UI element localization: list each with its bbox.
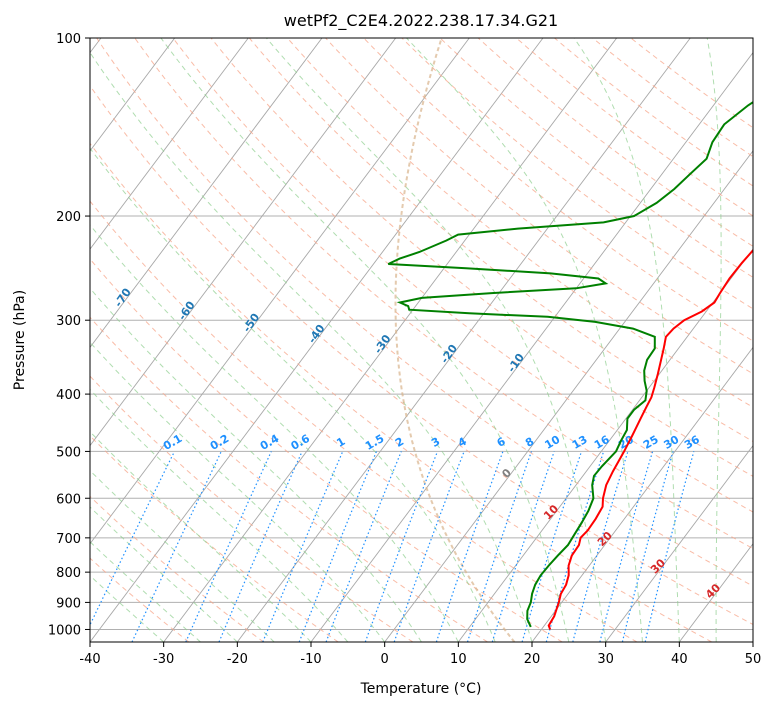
moist-adiabat-line <box>90 431 312 642</box>
moist-adiabat-line <box>266 38 607 642</box>
mixing-ratio-line <box>621 451 674 642</box>
dry-adiabat-line <box>325 38 753 375</box>
mixing-ratio-line <box>491 451 555 642</box>
mixing-ratio-line <box>435 451 504 642</box>
mixing-ratio-line <box>572 451 629 642</box>
dry-adiabat-line <box>210 38 753 477</box>
y-axis-label: Pressure (hPa) <box>12 290 28 390</box>
moist-adiabat-line <box>90 224 459 642</box>
isotherm-line <box>90 38 544 642</box>
mixing-ratio-line <box>262 451 344 642</box>
isotherm-line <box>90 38 470 545</box>
moist-adiabat-line <box>90 147 496 642</box>
dry-adiabat-line <box>90 142 712 642</box>
x-tick-label: -40 <box>79 652 100 667</box>
plot-frame <box>89 37 754 643</box>
mixing-ratio-line <box>393 451 465 642</box>
moist-adiabat-line <box>406 38 643 642</box>
y-tick-label: 900 <box>56 596 81 611</box>
dry-adiabat-line <box>96 38 753 587</box>
isotherm-line <box>384 150 753 642</box>
mixing-ratio-line <box>521 451 583 642</box>
dry-adiabat-line <box>554 38 753 187</box>
chart-title: wetPf2_C2E4.2022.238.17.34.G21 <box>284 11 558 31</box>
moist-adiabat-line <box>90 541 201 642</box>
y-tick-label: 1000 <box>48 623 81 638</box>
isotherm-line <box>90 38 323 349</box>
moist-adiabat-line <box>90 388 349 642</box>
x-tick-label: -20 <box>227 652 248 667</box>
dry-adiabat-line <box>134 38 753 550</box>
y-tick-label: 800 <box>56 566 81 581</box>
moist-adiabat-line <box>573 38 680 642</box>
mixing-ratio-line <box>599 451 654 642</box>
dry-adiabat-line <box>248 38 753 443</box>
dry-adiabat-line <box>172 38 753 513</box>
isotherm-line <box>457 248 753 642</box>
dewpoint-profile-line <box>387 101 753 628</box>
y-tick-label: 500 <box>56 445 81 460</box>
isotherm-line <box>531 346 753 642</box>
dry-adiabat-label: -90 <box>0 256 9 280</box>
isotherm-line <box>752 641 753 642</box>
moist-adiabat-line <box>90 469 275 642</box>
dry-adiabat-line <box>516 38 753 217</box>
isotherm-line <box>163 38 618 642</box>
moist-adiabat-line <box>90 574 165 642</box>
y-tick-label: 200 <box>56 210 81 225</box>
dry-adiabat-line <box>592 38 753 158</box>
x-tick-label: 30 <box>597 652 614 667</box>
y-tick-label: 100 <box>56 32 81 47</box>
dry-adiabat-line <box>287 38 753 408</box>
isotherm-line <box>310 51 753 642</box>
temperature-profile-line <box>547 248 753 630</box>
dry-adiabat-line <box>90 375 414 642</box>
x-axis-label: Temperature (°C) <box>360 681 482 697</box>
isotherm-line <box>236 38 691 642</box>
y-tick-label: 400 <box>56 388 81 403</box>
axes: -40 -30 -20 -10 0 10 20 30 40 50 1000 900 800 700 600 5… <box>48 32 761 667</box>
moist-adiabat-line <box>90 51 533 642</box>
moist-adiabat-line <box>706 38 722 642</box>
moist-adiabat-line <box>90 341 386 642</box>
mixing-ratio-line <box>466 451 533 642</box>
x-tick-label: 40 <box>671 652 688 667</box>
x-tick-label: 10 <box>450 652 467 667</box>
dry-adiabat-label: -80 <box>49 271 71 295</box>
isotherm-line <box>90 38 397 447</box>
dry-adiabat-line <box>90 200 638 642</box>
dry-adiabat-line <box>401 38 753 310</box>
isotherm-line <box>90 38 176 152</box>
y-tick-label: 600 <box>56 492 81 507</box>
x-tick-label: 20 <box>524 652 541 667</box>
mixing-ratio-line <box>644 451 695 642</box>
plot-background <box>90 38 753 642</box>
dry-adiabat-line <box>90 84 753 626</box>
x-tick-label: -30 <box>153 652 174 667</box>
y-tick-label: 700 <box>56 532 81 547</box>
x-tick-label: -10 <box>300 652 321 667</box>
dry-adiabat-line <box>363 38 753 342</box>
mixing-ratio-line <box>90 451 176 627</box>
mixing-ratio-line <box>185 451 272 642</box>
reference-curve <box>394 38 516 642</box>
x-tick-label: 50 <box>745 652 762 667</box>
x-tick-label: 0 <box>381 652 389 667</box>
mixing-ratio-line <box>131 451 222 642</box>
y-tick-label: 300 <box>56 314 81 329</box>
mixing-ratio-line <box>218 451 303 642</box>
isotherm-line <box>605 444 753 642</box>
isotherm-line <box>90 38 249 250</box>
